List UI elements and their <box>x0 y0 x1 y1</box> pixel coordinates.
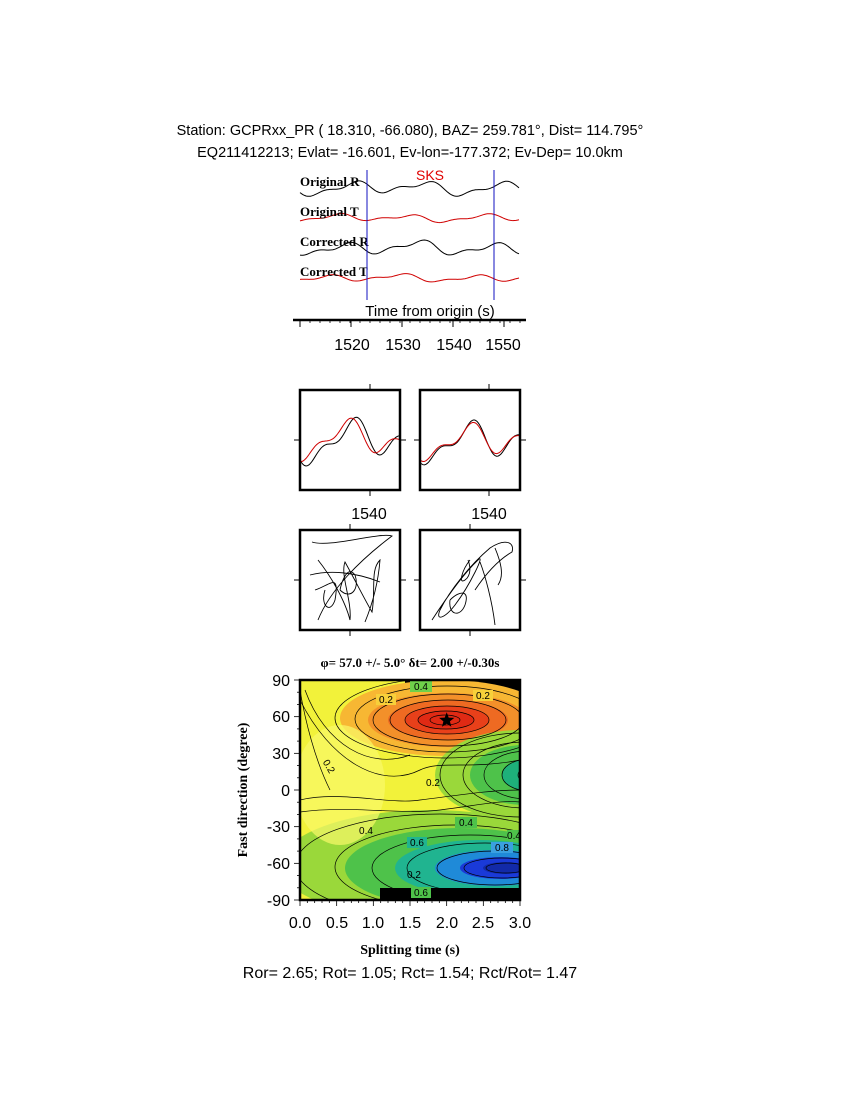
grid-title: φ= 57.0 +/- 5.0° δt= 2.00 +/-0.30s <box>321 655 500 670</box>
trace-xlabel: Time from origin (s) <box>365 303 494 320</box>
trace-label-corrected-r: Corrected R <box>300 234 369 249</box>
grid-ytick-m30: -30 <box>267 819 290 836</box>
trace-xtick-1550: 1550 <box>485 337 521 354</box>
wave-left-xtick: 1540 <box>351 506 387 523</box>
contour-label-12: 0.4 <box>507 831 521 842</box>
contour-label-3: 0.2 <box>476 691 490 702</box>
trace-lines <box>299 180 520 283</box>
contour-label-5: 0.2 <box>426 778 440 789</box>
grid-ylabel: Fast direction (degree) <box>236 722 251 857</box>
best-fit-star-icon <box>439 712 455 727</box>
grid-ytick-60: 60 <box>272 709 290 726</box>
grid-xtick-4: 2.0 <box>436 915 458 932</box>
contour-label-8: 0.6 <box>410 838 424 849</box>
trace-label-corrected-t: Corrected T <box>300 264 368 279</box>
contour-label-7: 0.4 <box>459 818 473 829</box>
contour-label-10: 0.6 <box>414 888 428 899</box>
trace-label-original-t: Original T <box>300 204 359 219</box>
contour-label-6: 0.4 <box>359 826 373 837</box>
particle-motion-left <box>294 524 406 636</box>
trace-xtick-1540: 1540 <box>436 337 472 354</box>
contour-label-9: 0.8 <box>495 843 509 854</box>
trace-ticks <box>299 320 521 327</box>
grid-ytick-90: 90 <box>272 673 290 690</box>
grid-xtick-2: 1.0 <box>362 915 384 932</box>
waveform-compare-right: 1540 <box>414 384 526 523</box>
trace-original-t <box>299 212 520 224</box>
phase-label: SKS <box>416 167 444 183</box>
grid-xtick-5: 2.5 <box>472 915 494 932</box>
footer-ratios: Ror= 2.65; Rot= 1.05; Rct= 1.54; Rct/Rot… <box>243 965 578 982</box>
trace-xtick-1530: 1530 <box>385 337 421 354</box>
grid-xtick-0: 0.0 <box>289 915 311 932</box>
trace-xtick-1520: 1520 <box>334 337 370 354</box>
trace-label-original-r: Original R <box>300 174 360 189</box>
grid-xtick-1: 0.5 <box>326 915 348 932</box>
grid-xtick-6: 3.0 <box>509 915 531 932</box>
header-event-line: EQ211412213; Evlat= -16.601, Ev-lon=-177… <box>197 145 623 161</box>
header-station-line: Station: GCPRxx_PR ( 18.310, -66.080), B… <box>177 123 644 139</box>
contour-label-1: 0.4 <box>414 682 428 693</box>
grid-ytick-m90: -90 <box>267 893 290 910</box>
grid-xlabel: Splitting time (s) <box>360 943 460 958</box>
wave-right-xtick: 1540 <box>471 506 507 523</box>
grid-heatmap <box>300 680 520 900</box>
grid-ytick-0: 0 <box>281 783 290 800</box>
trace-corrected-r <box>299 239 520 256</box>
particle-motion-right <box>414 524 526 636</box>
seismogram-panel: SKS Original R Original T Corrected R Co… <box>293 167 526 354</box>
grid-ticks <box>294 679 521 906</box>
contour-label-2: 0.2 <box>379 695 393 706</box>
energy-grid-panel: φ= 57.0 +/- 5.0° δt= 2.00 +/-0.30s <box>236 655 531 958</box>
grid-xtick-3: 1.5 <box>399 915 421 932</box>
grid-ytick-30: 30 <box>272 746 290 763</box>
grid-ytick-m60: -60 <box>267 856 290 873</box>
trace-corrected-t <box>299 273 520 283</box>
waveform-compare-left: 1540 <box>294 384 406 523</box>
trace-original-r <box>299 180 520 197</box>
contour-label-11: 0.2 <box>407 870 421 881</box>
